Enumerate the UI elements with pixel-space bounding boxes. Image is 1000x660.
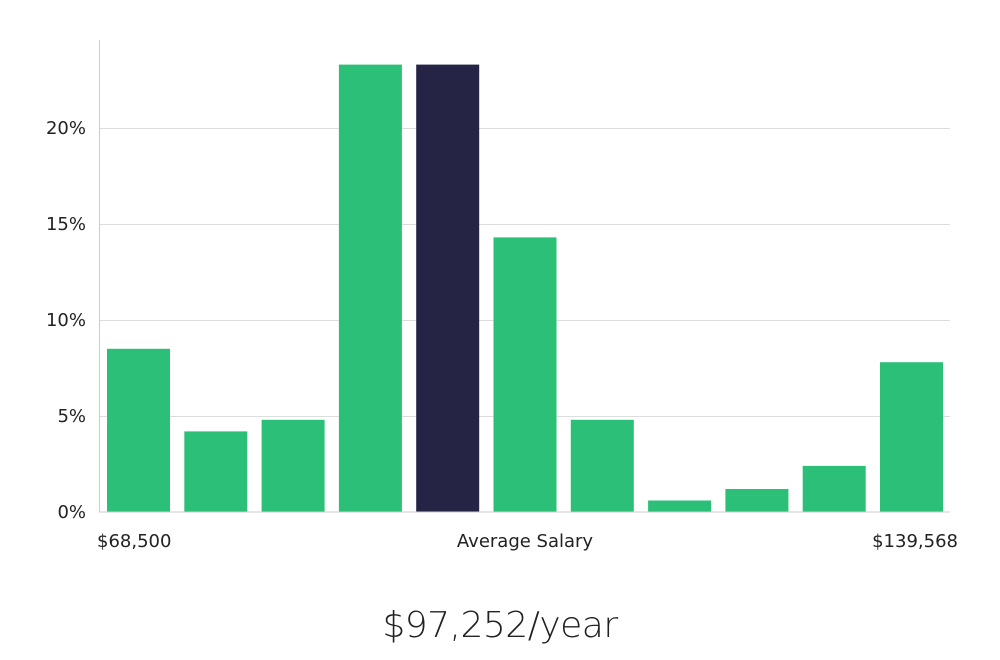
salary-bar xyxy=(184,431,248,512)
y-tick-label: 15% xyxy=(46,214,86,235)
salary-bar xyxy=(802,465,866,512)
y-tick-label: 5% xyxy=(57,406,86,427)
x-label-center: Average Salary xyxy=(457,531,594,552)
salary-bar xyxy=(338,64,402,512)
salary-bar xyxy=(107,348,170,512)
salary-histogram-chart: 0% 5% 10% 15% 20% $68,500 Average Salary $13… xyxy=(46,40,958,552)
salary-bar xyxy=(880,362,943,512)
salary-bar xyxy=(648,500,712,512)
y-tick-label: 10% xyxy=(46,310,86,331)
x-label-max: $139,568 xyxy=(872,531,958,552)
y-tick-labels: 0% 5% 10% 15% 20% xyxy=(46,118,86,523)
salary-bar xyxy=(570,419,634,512)
salary-bar xyxy=(261,419,325,512)
average-salary-value: $97,252/year xyxy=(382,605,618,646)
bars xyxy=(107,64,943,512)
salary-bar xyxy=(493,237,557,512)
average-salary-bar xyxy=(416,64,480,512)
x-label-min: $68,500 xyxy=(97,531,171,552)
salary-bar xyxy=(725,489,789,512)
y-tick-label: 20% xyxy=(46,118,86,139)
y-tick-label: 0% xyxy=(57,502,86,523)
